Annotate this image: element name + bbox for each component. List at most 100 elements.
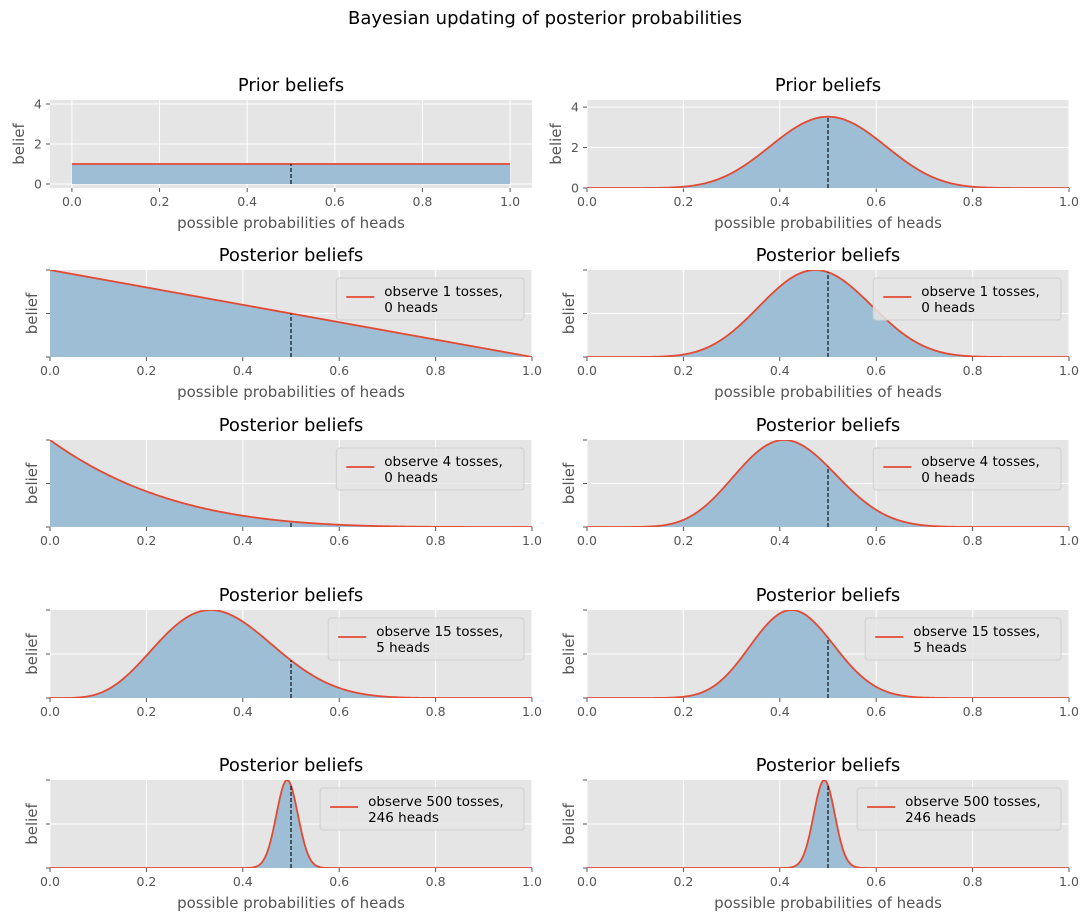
x-tick-label: 0.8 (426, 533, 446, 548)
x-tick-label: 0.4 (233, 874, 253, 889)
legend-text: 5 heads (376, 640, 430, 656)
x-tick-label: 0.8 (426, 363, 446, 378)
x-tick-label: 0.6 (866, 194, 886, 209)
x-tick-label: 0.6 (866, 874, 886, 889)
x-tick-label: 0.0 (577, 194, 597, 209)
legend-text: observe 500 tosses, (905, 794, 1041, 810)
x-tick-label: 0.4 (770, 533, 790, 548)
legend-text: observe 500 tosses, (368, 794, 504, 810)
x-tick-label: 0.0 (577, 874, 597, 889)
x-tick-label: 0.0 (577, 704, 597, 719)
legend-text: 0 heads (921, 470, 975, 486)
right-subplot-4: 0.0 0.2 0.4 0.6 0.8 1.0 Posterior beliefs belie… (560, 755, 1079, 912)
x-tick-label: 0.2 (136, 704, 156, 719)
x-tick-label: 1.0 (522, 363, 542, 378)
x-tick-label: 1.0 (500, 194, 520, 209)
x-tick-label: 1.0 (1059, 363, 1079, 378)
posterior-curve-line (587, 115, 1069, 188)
subplot-title: Posterior beliefs (219, 585, 364, 606)
x-tick-label: 0.2 (136, 533, 156, 548)
left-subplot-3: 0.0 0.2 0.4 0.6 0.8 1.0 Posterior beliefs belie… (23, 585, 542, 719)
left-subplot-4: 0.0 0.2 0.4 0.6 0.8 1.0 Posterior beliefs belie… (23, 755, 542, 912)
legend-text: observe 1 tosses, (384, 284, 502, 300)
x-tick-label: 0.2 (136, 363, 156, 378)
x-tick-label: 0.4 (237, 194, 257, 209)
x-tick-label: 0.6 (325, 194, 345, 209)
y-tick-label: 2 (34, 137, 42, 152)
legend-text: observe 1 tosses, (921, 284, 1039, 300)
subplot-title: Posterior beliefs (219, 415, 364, 436)
subplot-title: Posterior beliefs (756, 415, 901, 436)
x-tick-label: 1.0 (522, 874, 542, 889)
legend-text: observe 4 tosses, (384, 454, 502, 470)
legend-box (864, 617, 1062, 661)
x-tick-label: 0.0 (40, 704, 60, 719)
x-tick-label: 0.0 (40, 874, 60, 889)
x-tick-label: 0.0 (577, 363, 597, 378)
x-tick-label: 0.4 (233, 533, 253, 548)
subplot-title: Posterior beliefs (756, 585, 901, 606)
legend-text: 0 heads (384, 470, 438, 486)
x-axis-label: possible probabilities of heads (177, 383, 405, 401)
x-tick-label: 0.0 (40, 363, 60, 378)
y-axis-label: belief (23, 802, 41, 844)
posterior-fill-area (50, 610, 532, 698)
posterior-curve-line (587, 610, 1069, 698)
x-tick-label: 0.8 (426, 704, 446, 719)
y-axis-label: belief (547, 122, 565, 164)
y-axis-label: belief (560, 632, 578, 674)
x-tick-label: 0.8 (413, 194, 433, 209)
legend-text: 5 heads (913, 640, 967, 656)
y-axis-label: belief (23, 462, 41, 504)
x-tick-label: 1.0 (1059, 874, 1079, 889)
y-tick-label: 4 (34, 97, 42, 112)
legend-box (872, 447, 1062, 491)
x-tick-label: 0.4 (770, 363, 790, 378)
x-tick-label: 0.2 (673, 194, 693, 209)
x-tick-label: 0.4 (233, 704, 253, 719)
legend-box (327, 617, 525, 661)
posterior-curve-line (587, 780, 1069, 868)
posterior-curve-line (587, 440, 1069, 527)
y-axis-label: belief (560, 802, 578, 844)
right-subplot-2: 0.0 0.2 0.4 0.6 0.8 1.0 Posterior beliefs belie… (560, 415, 1079, 548)
figure-title: Bayesian updating of posterior probabili… (348, 8, 742, 29)
left-subplot-2: 0.0 0.2 0.4 0.6 0.8 1.0 Posterior beliefs belie… (23, 415, 542, 548)
legend-text: observe 15 tosses, (376, 624, 503, 640)
y-axis-label: belief (23, 632, 41, 674)
legend-text: observe 4 tosses, (921, 454, 1039, 470)
x-tick-label: 0.4 (770, 874, 790, 889)
x-tick-label: 0.6 (329, 704, 349, 719)
x-tick-label: 0.6 (866, 533, 886, 548)
x-tick-label: 0.8 (963, 363, 983, 378)
legend-text: 246 heads (368, 810, 439, 826)
legend-box (319, 787, 525, 831)
right-subplot-0: 0.0 0.2 0.4 0.6 0.8 1.0 0 2 4 Prior beliefs belief… (547, 75, 1079, 232)
left-subplot-1: 0.0 0.2 0.4 0.6 0.8 1.0 Posterior beliefs belie… (23, 245, 542, 401)
x-axis-label: possible probabilities of heads (714, 383, 942, 401)
subplot-title: Posterior beliefs (756, 245, 901, 266)
x-tick-label: 0.2 (673, 363, 693, 378)
x-tick-label: 0.6 (329, 533, 349, 548)
y-tick-label: 0 (34, 177, 42, 192)
x-tick-label: 0.0 (62, 194, 82, 209)
posterior-curve-line (50, 440, 532, 527)
subplot-title: Prior beliefs (775, 75, 881, 96)
x-axis-label: possible probabilities of heads (714, 214, 942, 232)
x-tick-label: 0.8 (963, 874, 983, 889)
legend-box (335, 277, 525, 321)
x-tick-label: 0.6 (866, 704, 886, 719)
x-tick-label: 0.6 (329, 874, 349, 889)
posterior-fill-area (50, 440, 532, 527)
x-tick-label: 0.0 (577, 533, 597, 548)
legend-box (872, 277, 1062, 321)
x-tick-label: 1.0 (522, 533, 542, 548)
subplot-title: Posterior beliefs (756, 755, 901, 776)
legend-text: 0 heads (384, 300, 438, 316)
legend-text: 246 heads (905, 810, 976, 826)
x-tick-label: 0.6 (329, 363, 349, 378)
legend-box (335, 447, 525, 491)
x-tick-label: 0.8 (963, 533, 983, 548)
x-tick-label: 0.6 (866, 363, 886, 378)
